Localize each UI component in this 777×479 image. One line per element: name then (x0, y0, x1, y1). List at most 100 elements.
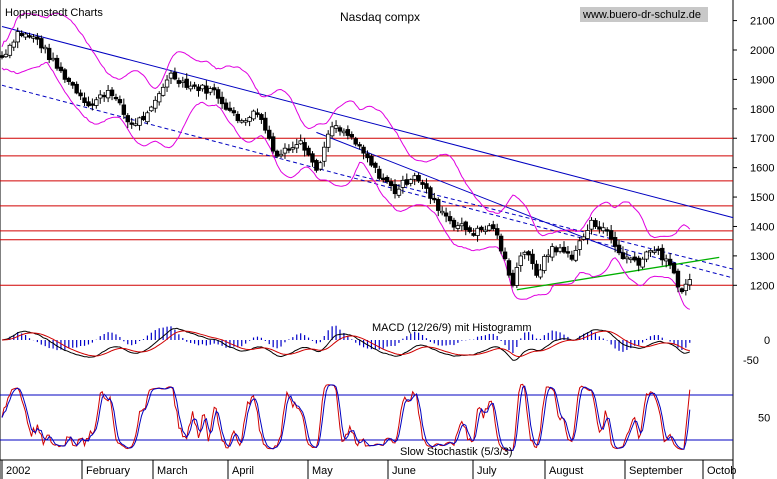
candle-body (408, 179, 413, 184)
candle-body (616, 244, 622, 254)
stochastic-panel (0, 383, 733, 452)
candle-body (660, 247, 665, 261)
candle-body (404, 179, 410, 185)
candle-body (341, 130, 347, 134)
candle-body (153, 99, 158, 109)
candle-body (632, 256, 637, 261)
macd-tick-label: -50 (743, 355, 759, 367)
candle-body (35, 36, 40, 40)
y-tick-label: 1900 (750, 74, 774, 86)
candle-body (274, 150, 280, 157)
x-tick-label: March (157, 465, 188, 477)
candle-body (396, 188, 402, 196)
candle-body (624, 256, 630, 260)
candle-body (267, 129, 272, 139)
candle-body (160, 86, 166, 96)
candle-body (219, 96, 225, 105)
candle-body (502, 251, 508, 260)
candle-body (243, 120, 248, 123)
candle-body (447, 216, 453, 222)
candle-body (188, 85, 193, 90)
candle-body (282, 147, 288, 154)
candle-body (597, 226, 602, 230)
candle-body (294, 144, 299, 149)
candle-body (400, 179, 406, 188)
candle-body (318, 162, 323, 170)
candle-body (329, 126, 335, 137)
candle-body (373, 162, 378, 168)
candle-body (475, 227, 480, 236)
x-tick-label: Octob (707, 465, 736, 477)
candle-body (487, 225, 492, 231)
candle-body (384, 176, 390, 183)
candle-body (82, 97, 87, 103)
candle-body (459, 223, 465, 227)
candle-body (314, 160, 319, 171)
y-tick-label: 1200 (750, 280, 774, 292)
candle-body (345, 129, 351, 136)
candle-body (58, 66, 64, 72)
candle-body (133, 123, 138, 126)
candle-body (7, 44, 13, 56)
candle-body (212, 87, 217, 91)
candle-body (353, 138, 358, 145)
candle-body (377, 168, 382, 179)
candle-body (247, 117, 252, 122)
candle-body (117, 99, 123, 104)
candle-body (443, 212, 449, 217)
x-tick-label: 2002 (6, 465, 30, 477)
candle-body (204, 85, 209, 94)
stochastic-d-line (1, 384, 691, 452)
candle-body (98, 94, 103, 99)
candle-body (184, 78, 189, 88)
y-tick-label: 1500 (750, 192, 774, 204)
candle-body (86, 101, 91, 107)
candle-body (392, 184, 398, 195)
macd-line (1, 327, 690, 361)
candle-body (388, 181, 394, 187)
candle-body (109, 89, 115, 97)
candle-body (538, 269, 543, 278)
candle-body (439, 210, 445, 214)
candle-body (101, 94, 107, 98)
macd-signal-line (1, 330, 690, 358)
candle-body (19, 32, 24, 36)
candle-body (3, 53, 9, 58)
x-axis-ticks: 2002 February March April May June July August S… (1, 460, 736, 479)
stochastic-k-line (1, 383, 691, 451)
candle-body (208, 88, 213, 93)
x-tick-label: July (477, 465, 497, 477)
candle-body (636, 257, 641, 266)
candle-body (589, 219, 594, 230)
candle-body (43, 46, 48, 50)
candle-body (550, 246, 555, 258)
y-tick-label: 1600 (750, 163, 774, 175)
candle-body (553, 247, 559, 253)
candle-body (608, 230, 614, 240)
y-tick-label: 1400 (750, 221, 774, 233)
candle-body (70, 82, 75, 86)
candle-body (514, 267, 520, 286)
candle-body (361, 146, 366, 154)
candle-body (322, 146, 327, 162)
candle-body (526, 251, 531, 256)
bollinger-bands (1, 12, 691, 310)
candle-body (557, 247, 563, 252)
candle-body (192, 84, 197, 87)
candle-body (302, 142, 307, 151)
candle-body (196, 86, 201, 92)
candle-body (479, 226, 484, 231)
candle-body (612, 237, 618, 247)
candle-body (530, 253, 535, 264)
candle-body (369, 155, 374, 166)
candle-body (78, 92, 83, 97)
candle-body (278, 153, 284, 157)
candle-body (94, 99, 99, 106)
stochastic-tick-label: 50 (758, 413, 770, 425)
candle-body (0, 55, 5, 58)
candle-body (565, 251, 571, 254)
candle-body (585, 230, 590, 239)
candle-body (463, 221, 468, 231)
candle-body (141, 115, 146, 121)
